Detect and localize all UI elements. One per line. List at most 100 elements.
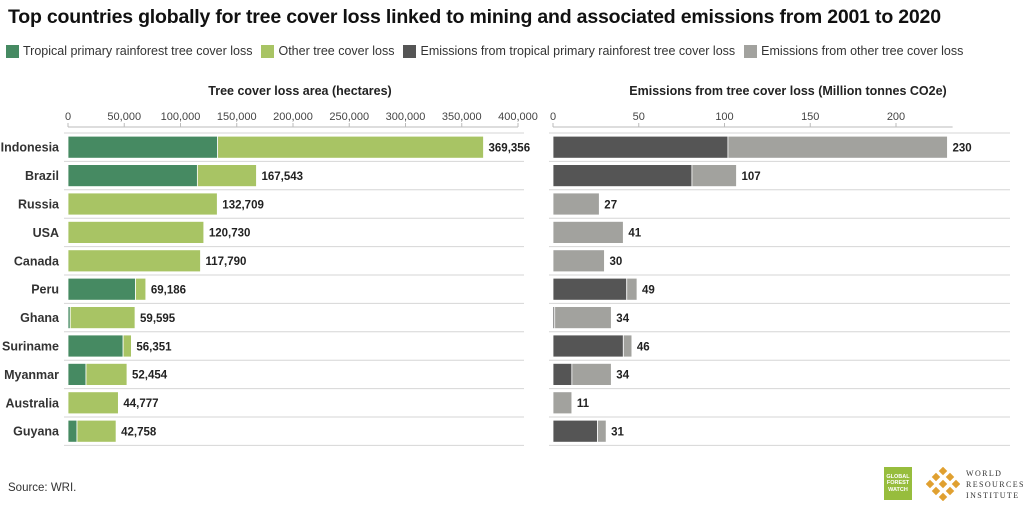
area-total-label-australia: 44,777 (123, 398, 158, 410)
emissions-total-label-ghana: 34 (616, 313, 629, 325)
page-title: Top countries globally for tree cover lo… (8, 6, 941, 28)
emissions-total-label-peru: 49 (642, 285, 655, 297)
emissions-bar-other-russia (552, 192, 600, 216)
legend-swatch-other-loss (261, 44, 275, 58)
area-tick-label: 100,000 (161, 111, 201, 123)
gfw-logo-line-3: WATCH (888, 486, 908, 493)
area-tick-label: 150,000 (217, 111, 257, 123)
emissions-bar-other-myanmar (571, 362, 612, 386)
area-total-label-suriname: 56,351 (136, 341, 172, 353)
legend-label-other-loss: Other tree cover loss (278, 44, 395, 58)
area-tick-label: 300,000 (386, 111, 426, 123)
gfw-logo-line-1: GLOBAL (886, 473, 910, 480)
emissions-bar-other-canada (552, 249, 605, 273)
legend-item-other-emissions[interactable]: Emissions from other tree cover loss (744, 44, 963, 58)
area-total-label-indonesia: 369,356 (489, 143, 531, 155)
emissions-bar-other-usa (552, 220, 624, 244)
area-tick-label: 0 (65, 111, 71, 123)
emissions-bar-other-ghana (554, 306, 612, 330)
area-total-label-brazil: 167,543 (261, 171, 303, 183)
emissions-bar-other-brazil (691, 164, 737, 188)
area-tick-label: 350,000 (442, 111, 482, 123)
area-total-label-myanmar: 52,454 (132, 370, 168, 382)
legend-label-tropical-loss: Tropical primary rainforest tree cover l… (23, 44, 253, 58)
emissions-total-label-myanmar: 34 (616, 370, 629, 382)
category-label-myanmar: Myanmar (4, 368, 59, 382)
emissions-bar-tropical-suriname (552, 334, 624, 358)
area-bar-other-suriname (122, 334, 132, 358)
area-tick-label: 250,000 (329, 111, 369, 123)
emissions-total-label-canada: 30 (609, 256, 622, 268)
emissions-bar-tropical-indonesia (552, 135, 729, 159)
area-tick-label: 400,000 (498, 111, 538, 123)
emissions-total-label-australia: 11 (577, 398, 590, 410)
emissions-tick-label: 150 (801, 111, 819, 123)
category-label-suriname: Suriname (2, 340, 59, 354)
legend-item-other-loss[interactable]: Other tree cover loss (261, 44, 394, 58)
emissions-tick-label: 100 (715, 111, 733, 123)
emissions-bar-tropical-peru (552, 277, 628, 301)
area-total-label-guyana: 42,758 (121, 427, 157, 439)
emissions-bar-other-indonesia (727, 135, 948, 159)
chart-legend: Tropical primary rainforest tree cover l… (6, 44, 972, 58)
area-bar-tropical-brazil (67, 164, 198, 188)
legend-label-tropical-emissions: Emissions from tropical primary rainfore… (420, 44, 736, 58)
area-total-label-usa: 120,730 (209, 228, 251, 240)
category-label-brazil: Brazil (25, 169, 59, 183)
area-tick-label: 200,000 (273, 111, 313, 123)
wri-logo-icon[interactable] (926, 467, 960, 501)
emissions-bar-tropical-guyana (552, 419, 598, 443)
legend-swatch-other-emissions (744, 44, 758, 58)
emissions-total-label-guyana: 31 (611, 427, 624, 439)
area-bar-tropical-guyana (67, 419, 78, 443)
area-bar-other-guyana (76, 419, 117, 443)
emissions-total-label-indonesia: 230 (952, 143, 971, 155)
area-chart-title: Tree cover loss area (hectares) (208, 84, 391, 98)
wri-wordmark: WORLD RESOURCES INSTITUTE (966, 468, 1024, 501)
emissions-bar-other-guyana (597, 419, 607, 443)
area-total-label-canada: 117,790 (206, 256, 247, 268)
area-bar-other-myanmar (85, 362, 128, 386)
category-label-peru: Peru (31, 283, 59, 297)
area-total-label-ghana: 59,595 (140, 313, 176, 325)
category-label-indonesia: Indonesia (1, 141, 60, 155)
area-bar-tropical-indonesia (67, 135, 219, 159)
area-bar-other-brazil (196, 164, 257, 188)
category-label-ghana: Ghana (20, 311, 60, 325)
global-forest-watch-logo[interactable]: GLOBAL FOREST WATCH (884, 467, 912, 500)
emissions-bar-other-australia (552, 391, 573, 415)
emissions-total-label-brazil: 107 (742, 171, 761, 183)
emissions-total-label-russia: 27 (604, 199, 617, 211)
legend-label-other-emissions: Emissions from other tree cover loss (761, 44, 964, 58)
area-bar-other-peru (135, 277, 147, 301)
area-bar-other-indonesia (217, 135, 484, 159)
emissions-bar-other-suriname (622, 334, 633, 358)
category-label-canada: Canada (14, 254, 60, 268)
category-label-australia: Australia (6, 396, 61, 410)
gfw-logo-line-2: FOREST (886, 480, 910, 487)
area-bar-tropical-myanmar (67, 362, 87, 386)
legend-swatch-tropical-loss (6, 44, 19, 58)
wri-wordmark-line-3: INSTITUTE (966, 491, 1020, 500)
area-bar-tropical-suriname (67, 334, 124, 358)
category-label-usa: USA (33, 226, 59, 240)
emissions-tick-label: 50 (633, 111, 645, 123)
area-total-label-peru: 69,186 (151, 285, 186, 297)
area-tick-label: 50,000 (107, 111, 141, 123)
emissions-chart-title: Emissions from tree cover loss (Million … (629, 84, 946, 98)
emissions-bar-other-peru (626, 277, 638, 301)
emissions-bar-tropical-myanmar (552, 362, 573, 386)
source-note: Source: WRI. (8, 482, 77, 494)
emissions-tick-label: 0 (550, 111, 556, 123)
legend-item-tropical-loss[interactable]: Tropical primary rainforest tree cover l… (6, 44, 252, 58)
area-bar-other-russia (67, 192, 218, 216)
legend-item-tropical-emissions[interactable]: Emissions from tropical primary rainfore… (403, 44, 735, 58)
emissions-tick-label: 200 (887, 111, 905, 123)
area-bar-tropical-peru (67, 277, 136, 301)
emissions-total-label-usa: 41 (628, 228, 641, 240)
area-total-label-russia: 132,709 (222, 199, 264, 211)
area-bar-other-australia (67, 391, 119, 415)
area-bar-other-usa (67, 220, 205, 244)
emissions-total-label-suriname: 46 (637, 341, 650, 353)
